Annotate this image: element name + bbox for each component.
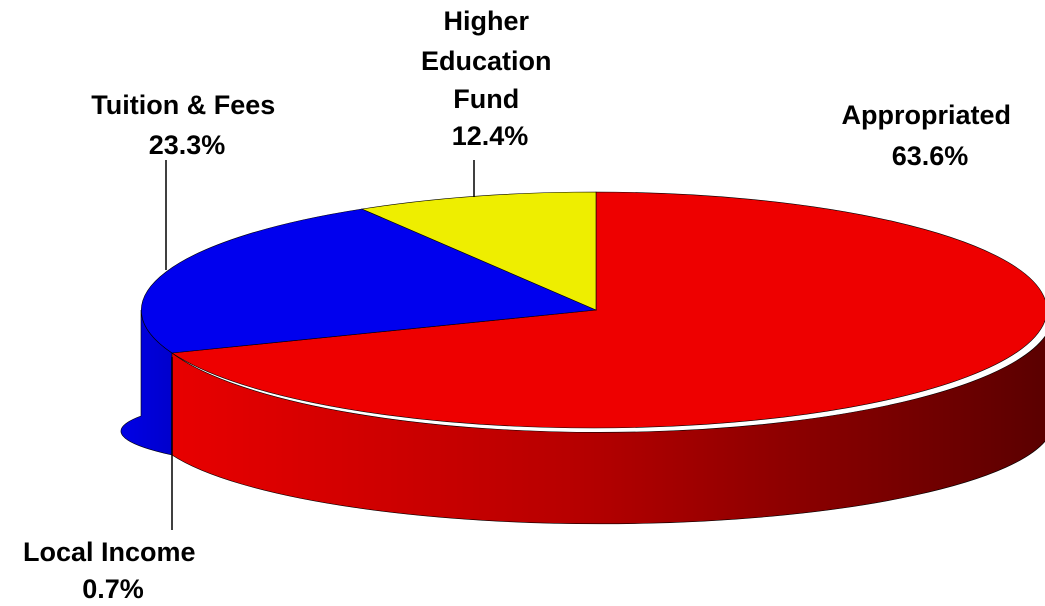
slice-label-appropriated: Appropriated: [841, 100, 1011, 130]
svg-text:Higher Education Fund: Higher Education Fund 12.4%: [421, 6, 559, 151]
slice-value-local-income: 0.7%: [82, 574, 144, 604]
slice-label-local-income: Local Income: [23, 537, 196, 567]
svg-text:Tuition & Fees 23.3%: Tuition & Fees 23.3%: [91, 90, 283, 160]
slice-value-tuition-fees: 23.3%: [149, 130, 226, 160]
slice-value-appropriated: 63.6%: [892, 141, 969, 171]
slice-label-higher-education-fund-line-3: Fund: [453, 84, 519, 114]
slice-side-appropriated: [171, 335, 1045, 525]
slice-top-appropriated: [171, 191, 1045, 429]
slice-label-higher-education-fund-line-2: Education: [421, 46, 552, 76]
slice-value-higher-education-fund: 12.4%: [452, 121, 529, 151]
svg-text:Appropriated 63.6%: Appropriated 63.6%: [841, 100, 1018, 171]
slice-top-tuition-fees: [141, 208, 598, 354]
slice-label-tuition-fees: Tuition & Fees: [91, 90, 275, 120]
svg-text:Local Income 0.7%: Local Income 0.7%: [23, 537, 203, 604]
slice-label-higher-education-fund-line-1: Higher: [443, 6, 529, 36]
